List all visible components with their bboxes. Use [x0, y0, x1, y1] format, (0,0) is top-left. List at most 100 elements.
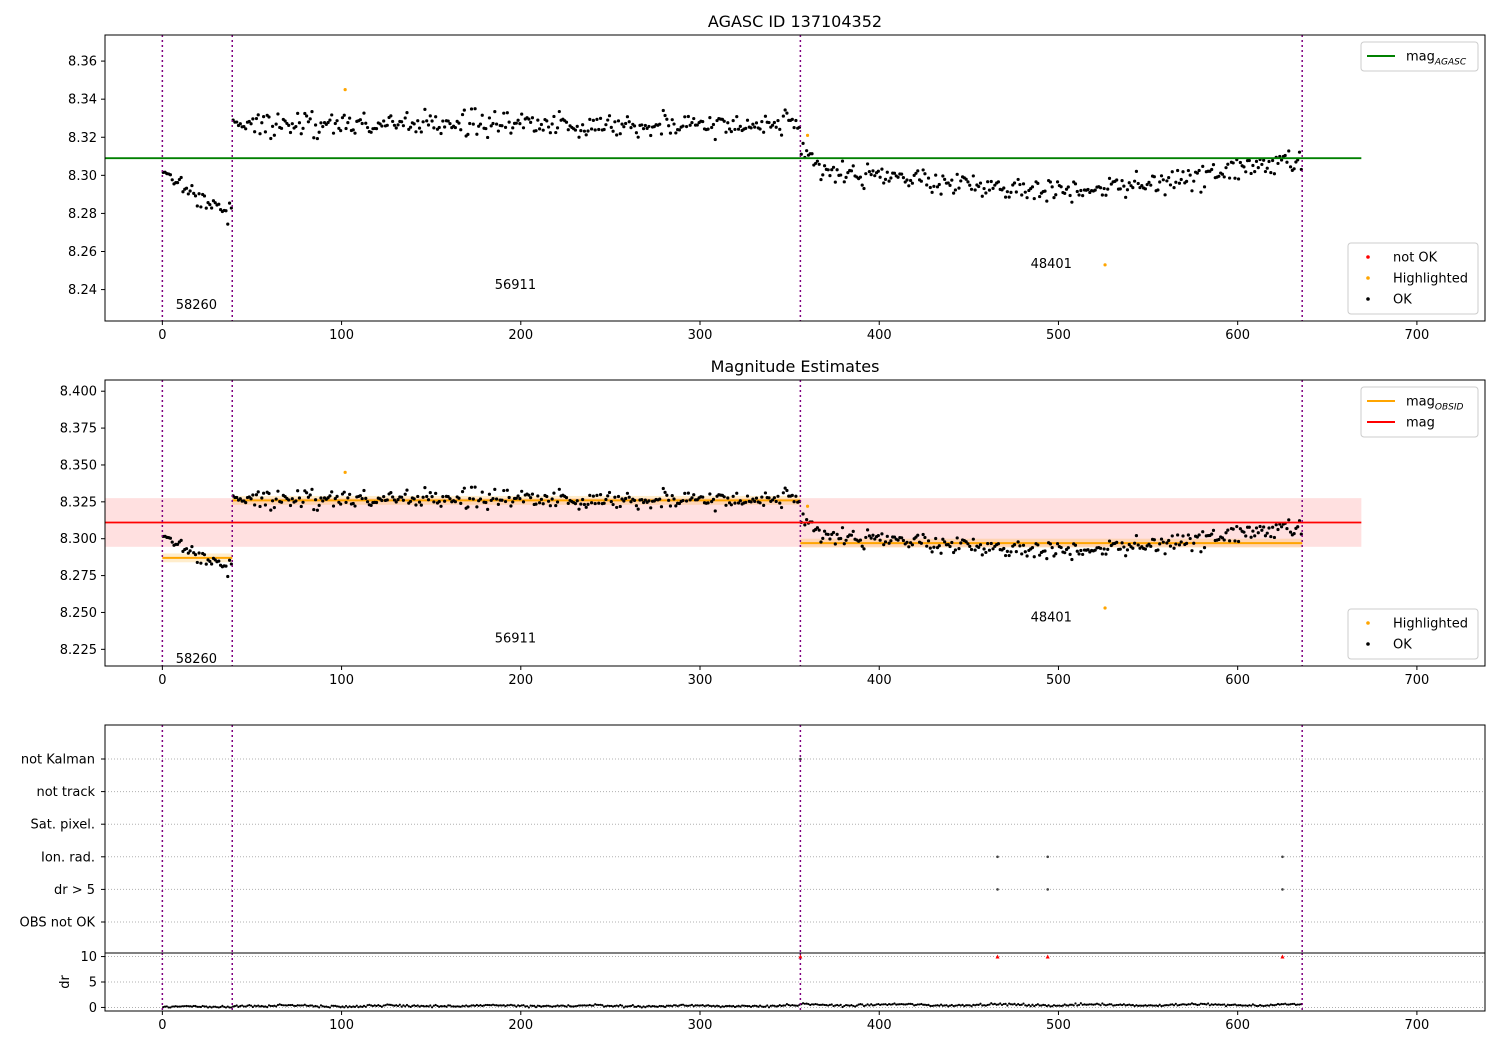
ok-point — [1055, 180, 1060, 184]
ok-point — [941, 537, 945, 541]
dr-point — [373, 1004, 376, 1007]
ok-point — [826, 532, 830, 537]
ok-point — [763, 491, 768, 495]
dr-point — [728, 1004, 731, 1007]
ok-point — [251, 117, 255, 121]
ok-point — [973, 188, 977, 192]
ok-point — [253, 130, 257, 134]
panel-1-ytick-label: 8.30 — [68, 169, 97, 184]
dr-point — [472, 1004, 475, 1007]
ok-point — [864, 172, 868, 176]
dr-point — [1101, 1002, 1104, 1005]
dr-point — [1246, 1004, 1249, 1008]
ok-point — [971, 537, 975, 541]
dr-point — [386, 1003, 389, 1006]
dr-point — [947, 1005, 950, 1008]
ok-point — [253, 503, 257, 507]
ok-point — [1267, 526, 1271, 530]
ok-point — [862, 547, 866, 551]
ok-point — [851, 164, 855, 168]
ok-point — [1086, 187, 1090, 192]
dr-point — [975, 1003, 979, 1006]
ok-point — [842, 180, 846, 184]
dr-point — [590, 1004, 593, 1007]
dr-point — [703, 1005, 706, 1008]
ok-point — [851, 529, 855, 533]
ok-point — [745, 118, 750, 122]
ok-point — [695, 123, 699, 127]
dr-point — [814, 1002, 817, 1006]
ok-point — [1156, 188, 1160, 192]
dr-point — [685, 1004, 688, 1007]
ok-point — [1197, 533, 1201, 537]
dr-point — [628, 1005, 631, 1008]
dr-point — [456, 1005, 459, 1008]
dr-point — [1233, 1003, 1237, 1006]
ok-point — [224, 209, 228, 213]
ok-point — [297, 496, 302, 500]
dr-point — [732, 1004, 735, 1008]
ok-point — [401, 498, 406, 502]
ok-point — [876, 533, 880, 538]
dr-point — [601, 1004, 604, 1007]
dr-point — [411, 1004, 414, 1008]
dr-point — [956, 1004, 959, 1007]
ok-point — [313, 123, 318, 127]
ok-point — [1081, 552, 1085, 557]
ok-point — [493, 487, 497, 491]
ok-point — [319, 496, 323, 500]
ok-point — [328, 494, 332, 498]
ok-point — [785, 111, 789, 115]
ok-point — [878, 175, 882, 179]
ok-point — [251, 493, 255, 497]
ok-point — [862, 186, 866, 191]
dr-point — [291, 1003, 294, 1007]
ok-point — [1251, 529, 1255, 533]
ok-point — [297, 121, 302, 125]
dr-point — [330, 1004, 333, 1007]
dr-point — [923, 1003, 927, 1006]
dr-point — [420, 1004, 423, 1007]
ok-point — [986, 180, 990, 184]
dr-point — [739, 1005, 742, 1008]
ok-point — [283, 119, 287, 123]
ok-point — [491, 496, 495, 501]
dr-point — [167, 1006, 170, 1009]
dr-point — [1036, 1003, 1039, 1006]
ok-point — [778, 127, 782, 131]
ok-point — [602, 501, 606, 505]
dr-point — [579, 1004, 582, 1007]
ok-point — [491, 121, 495, 126]
ok-point — [584, 505, 588, 509]
ok-point — [552, 491, 556, 495]
ok-point — [923, 535, 927, 540]
panel-4-frame — [104, 952, 1486, 1012]
ok-point — [588, 493, 592, 497]
ok-point — [299, 132, 303, 136]
dr-point — [744, 1004, 747, 1008]
panel-1-ytick-label: 8.24 — [68, 283, 97, 298]
ok-point — [416, 119, 420, 123]
dr-clipped-marker — [798, 954, 803, 959]
dr-point — [348, 1005, 351, 1008]
dr-point — [1112, 1004, 1115, 1007]
dr-point — [599, 1003, 602, 1006]
ok-point — [500, 498, 504, 502]
ok-point — [661, 486, 665, 491]
dr-point — [165, 1005, 168, 1008]
ok-point — [620, 122, 624, 126]
dr-point — [629, 1004, 633, 1008]
ok-point — [348, 492, 352, 496]
ok-point — [358, 494, 362, 498]
dr-point — [237, 1005, 240, 1008]
ok-point — [170, 178, 174, 182]
ok-point — [1269, 170, 1273, 175]
ok-point — [301, 126, 305, 130]
ok-point — [269, 136, 273, 141]
ok-point — [1032, 196, 1036, 201]
dr-point — [215, 1006, 219, 1009]
ok-point — [1176, 168, 1180, 173]
dr-point — [205, 1005, 208, 1008]
ok-point — [885, 534, 889, 538]
ok-point — [518, 497, 522, 501]
